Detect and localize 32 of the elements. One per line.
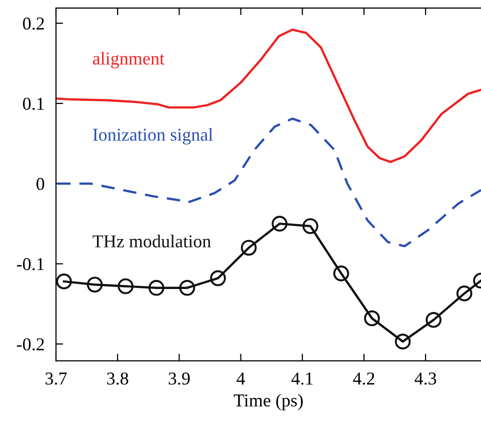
x-tick-label: 4.1: [291, 372, 313, 385]
point: [394, 334, 411, 350]
x-tick-label: 4: [236, 372, 246, 384]
y-tick-label: 0.1: [22, 98, 44, 110]
series-label: THz modulation: [92, 234, 211, 248]
point: [56, 274, 72, 290]
point: [426, 312, 442, 328]
y-tick-label: -0.2: [16, 338, 44, 350]
point: [302, 218, 318, 234]
line-series: [56, 28, 481, 164]
point: [86, 276, 103, 293]
point: [272, 216, 288, 232]
y-tick-label: 0: [36, 178, 44, 190]
text: Ionization signal: [92, 128, 213, 145]
y-tick-label: -0.1: [16, 258, 44, 270]
point: [240, 240, 257, 256]
x-tick-label: 4.3: [414, 372, 436, 385]
point: [210, 270, 226, 286]
point: [179, 280, 196, 296]
x-tick-label: 3.7: [46, 372, 67, 385]
point: [456, 286, 472, 302]
x-tick-label: 4.2: [353, 372, 374, 385]
point: [333, 265, 350, 282]
x-tick-label: 3.8: [107, 372, 128, 385]
y-tick-label: 0.2: [22, 18, 44, 30]
point: [118, 278, 134, 294]
point: [148, 280, 164, 296]
point: [364, 310, 380, 326]
series-label: alignment: [92, 52, 164, 68]
line-series: [56, 118, 481, 248]
x-axis-title: Time (ps): [234, 394, 303, 410]
x-tick-label: 3.9: [168, 372, 190, 385]
